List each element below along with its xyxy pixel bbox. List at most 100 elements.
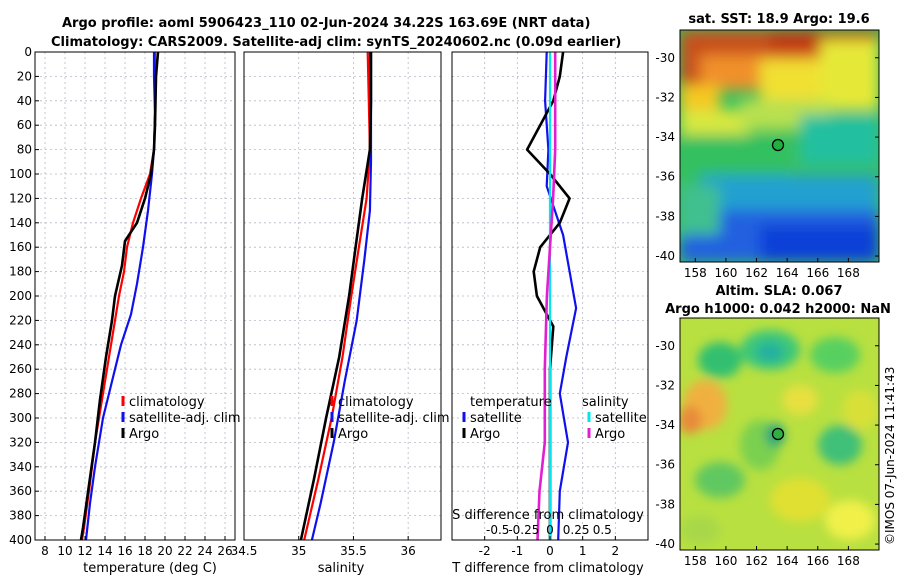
- temperature-diff-legend: temperature satellite Argo: [462, 395, 552, 442]
- salinity-panel: 34.5 35 35.5 36 salinity climatology satell…: [231, 51, 450, 576]
- y-tick-label: 160: [9, 240, 32, 254]
- sla-map-title-1: Altim. SLA: 0.067: [716, 284, 843, 299]
- lat-tick-label: -40: [655, 249, 675, 263]
- lon-tick-label: 160: [714, 554, 737, 568]
- x-tick-label: -2: [479, 544, 491, 558]
- y-tick-label: 280: [9, 387, 32, 401]
- lat-tick-label: -32: [655, 90, 675, 104]
- x-tick-label: 26: [217, 544, 232, 558]
- series-line-temperature-satellite: [543, 52, 578, 540]
- s-tick-label: 0.5: [593, 523, 612, 537]
- y-tick-label: 40: [17, 94, 32, 108]
- legend-label-s-satellite: satellite: [595, 411, 647, 426]
- y-tick-label: 100: [9, 167, 32, 181]
- lat-tick-label: -30: [655, 339, 675, 353]
- salinity-lines: [299, 52, 373, 540]
- legend-label-satellite: satellite-adj. clim: [338, 411, 450, 426]
- sst-field: [680, 30, 879, 262]
- lon-tick-label: 158: [684, 266, 707, 280]
- x-tick-label: 1: [579, 544, 587, 558]
- sla-lon-ticks: 158 160 162 164 166 168: [684, 546, 860, 568]
- float-marker: [771, 427, 785, 441]
- temperature-lines: [79, 52, 160, 540]
- difference-lines: [525, 52, 578, 540]
- salinity-x-label: salinity: [318, 561, 365, 576]
- lat-tick-label: -38: [655, 209, 675, 223]
- legend-label-climatology: climatology: [338, 395, 414, 410]
- y-tick-label: 380: [9, 509, 32, 523]
- legend-title-salinity: salinity: [582, 395, 629, 410]
- lon-tick-label: 164: [776, 554, 799, 568]
- y-tick-label: 200: [9, 289, 32, 303]
- lat-tick-label: -36: [655, 170, 675, 184]
- temperature-x-label: temperature (deg C): [83, 561, 217, 576]
- salinity-x-ticks: 34.5 35 35.5 36: [231, 536, 416, 558]
- legend-label-argo: Argo: [338, 427, 368, 442]
- title-line-1: Argo profile: aoml 5906423_110 02-Jun-20…: [62, 16, 590, 31]
- s-diff-label: S difference from climatology: [452, 508, 644, 523]
- lon-tick-label: 160: [714, 266, 737, 280]
- salinity-legend: climatology satellite-adj. clim Argo: [330, 395, 450, 442]
- temperature-x-ticks: 8 10 12 14 16 18 20 22 24 26: [41, 536, 233, 558]
- lon-tick-label: 162: [745, 554, 768, 568]
- salinity-diff-legend: salinity satellite Argo: [582, 395, 647, 442]
- y-tick-label: 220: [9, 313, 32, 327]
- y-tick-label: 260: [9, 362, 32, 376]
- y-tick-label: 360: [9, 484, 32, 498]
- y-tick-label: 320: [9, 435, 32, 449]
- y-tick-label: 340: [9, 460, 32, 474]
- lat-tick-label: -40: [655, 537, 675, 551]
- lon-tick-label: 166: [806, 266, 829, 280]
- y-tick-label: 180: [9, 265, 32, 279]
- lat-tick-label: -32: [655, 378, 675, 392]
- x-tick-label: 14: [97, 544, 112, 558]
- lat-tick-label: -34: [655, 418, 675, 432]
- credit-text: ©IMOS 07-Jun-2024 11:41:43: [883, 367, 897, 545]
- sla-map-panel: Altim. SLA: 0.067 Argo h1000: 0.042 h200…: [655, 284, 890, 568]
- x-tick-label: 36: [401, 544, 416, 558]
- sla-lat-ticks: -30 -32 -34 -36 -38 -40: [655, 339, 879, 551]
- s-tick-label: -0.25: [508, 523, 539, 537]
- y-tick-label: 240: [9, 338, 32, 352]
- y-tick-label: 60: [17, 118, 32, 132]
- lon-tick-label: 166: [806, 554, 829, 568]
- sst-lat-ticks: -30 -32 -34 -36 -38 -40: [655, 51, 879, 263]
- depth-y-ticks: 0 20 40 60 80 100 120 140 160 180 200 220 240 260 280 3…: [9, 45, 39, 547]
- s-tick-label: 0.25: [563, 523, 590, 537]
- t-diff-x-ticks: -2 -1 0 1 2: [479, 536, 619, 558]
- y-tick-label: 20: [17, 69, 32, 83]
- s-tick-label: -0.5: [486, 523, 509, 537]
- x-tick-label: 20: [157, 544, 172, 558]
- lon-tick-label: 158: [684, 554, 707, 568]
- x-tick-label: 24: [197, 544, 212, 558]
- series-line-argo: [299, 52, 373, 540]
- difference-panel: -2 -1 0 1 2 -0.5-0.25 0 0.25 0.5 S difference f…: [451, 51, 649, 576]
- sla-map-title-2: Argo h1000: 0.042 h2000: NaN: [665, 302, 891, 317]
- legend-label-s-argo: Argo: [595, 427, 625, 442]
- legend-label-t-argo: Argo: [470, 427, 500, 442]
- lat-tick-label: -36: [655, 458, 675, 472]
- legend-label-climatology: climatology: [129, 395, 205, 410]
- x-tick-label: 2: [612, 544, 620, 558]
- x-tick-label: 10: [57, 544, 72, 558]
- series-line-salinity-argo: [536, 52, 557, 540]
- y-tick-label: 140: [9, 216, 32, 230]
- lon-tick-label: 164: [776, 266, 799, 280]
- x-tick-label: 12: [77, 544, 92, 558]
- y-tick-label: 400: [9, 533, 32, 547]
- x-tick-label: 35: [291, 544, 306, 558]
- x-tick-label: -1: [511, 544, 523, 558]
- x-tick-label: 34.5: [231, 544, 258, 558]
- lat-tick-label: -30: [655, 51, 675, 65]
- x-tick-label: 8: [41, 544, 49, 558]
- lat-tick-label: -34: [655, 130, 675, 144]
- x-tick-label: 16: [117, 544, 132, 558]
- series-line-argo: [79, 52, 160, 540]
- t-diff-x-label: T difference from climatology: [451, 561, 644, 576]
- y-tick-label: 300: [9, 411, 32, 425]
- lon-tick-label: 168: [837, 266, 860, 280]
- lat-tick-label: -38: [655, 497, 675, 511]
- temperature-legend: climatology satellite-adj. clim Argo: [121, 395, 241, 442]
- legend-title-temperature: temperature: [470, 395, 552, 410]
